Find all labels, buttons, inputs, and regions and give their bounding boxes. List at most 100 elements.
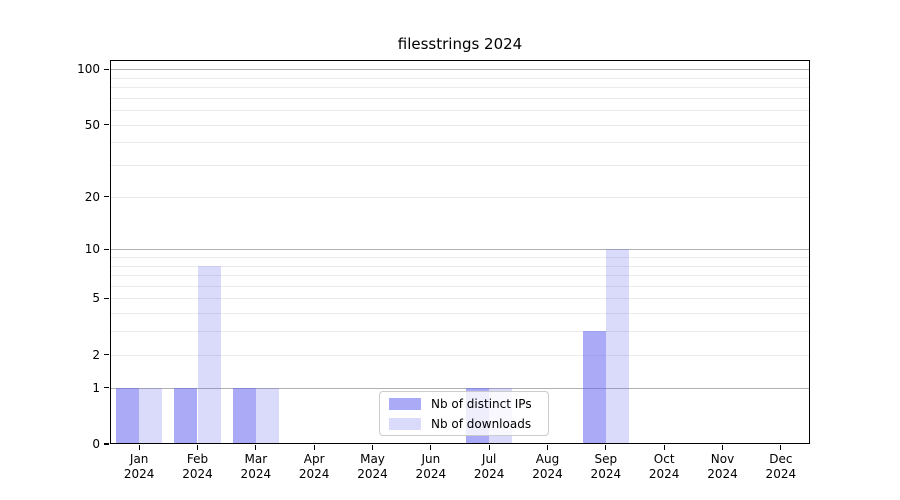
legend-label-downloads: Nb of downloads [431,416,532,431]
bar-downloads [255,387,280,444]
x-tick-month: Nov [710,452,735,466]
x-tick-year: 2024 [357,467,388,481]
x-tick-mark [546,445,549,450]
y-tick-label: 5 [92,291,100,306]
x-tick-mark [605,445,607,450]
x-tick-month: Aug [535,452,560,466]
legend-swatch-distinct-ips [389,397,421,410]
bar-distinct-ips [582,331,606,444]
y-gridline-minor [110,196,810,198]
y-gridline-minor [110,331,810,333]
legend: Nb of distinct IPs Nb of downloads [379,391,549,436]
x-tick-label: Jun 2024 [416,452,447,482]
x-tick-label: Feb 2024 [182,452,213,482]
y-tick-label: 100 [77,62,100,77]
x-tick-year: 2024 [707,467,738,481]
y-gridline-minor [110,124,810,126]
x-tick-month: Mar [244,452,268,466]
x-tick-mark [138,445,140,450]
y-tick-label: 1 [92,380,100,395]
y-gridline-minor [110,298,810,300]
x-tick-mark [371,445,374,450]
y-gridline-minor [110,256,810,258]
y-gridline-minor [110,87,810,89]
x-tick-mark [663,445,665,450]
y-tick-label: 20 [84,189,100,204]
y-tick-label: 2 [92,347,100,362]
x-tick-mark [196,445,199,450]
x-tick-label: Sep 2024 [591,452,622,482]
y-gridline-minor [110,142,810,144]
x-tick-year: 2024 [182,467,213,481]
y-gridline-minor [110,165,810,167]
x-tick-label: May 2024 [357,452,388,482]
y-gridline-minor [110,110,810,112]
x-tick-label: Dec 2024 [766,452,797,482]
y-tick-mark [104,354,109,356]
x-tick-year: 2024 [765,467,797,481]
legend-entry-distinct-ips: Nb of distinct IPs [380,397,548,411]
x-tick-year: 2024 [473,467,505,481]
x-tick-mark [721,445,724,450]
y-tick-mark [104,196,109,198]
x-tick-month: Jul [481,452,497,466]
x-tick-mark [430,445,432,450]
x-tick-label: Jul 2024 [474,452,505,482]
x-tick-mark [488,445,490,450]
y-tick-mark [104,297,109,300]
chart-title: filesstrings 2024 [397,35,523,53]
bar-distinct-ips [115,387,140,444]
bar-distinct-ips [174,387,198,444]
legend-entry-downloads: Nb of downloads [380,416,548,431]
x-tick-month: Dec [769,452,793,466]
y-tick-label: 50 [84,117,100,132]
bar-distinct-ips [232,387,256,444]
x-tick-month: Sep [594,452,618,466]
x-tick-month: Jan [129,452,149,466]
y-gridline-major [110,249,810,251]
y-tick-label: 0 [92,437,100,451]
x-tick-label: Jan 2024 [124,452,155,482]
x-tick-mark [313,445,315,450]
x-tick-year: 2024 [590,467,622,481]
x-tick-year: 2024 [298,467,330,481]
y-tick-mark [104,68,109,70]
y-gridline-minor [110,285,810,287]
y-gridline-major [110,387,810,389]
x-tick-month: Apr [303,452,325,466]
x-tick-label: Apr 2024 [299,452,330,482]
x-tick-mark [780,445,782,450]
bar-downloads [605,249,630,444]
y-gridline-minor [110,97,810,99]
y-gridline-major [110,69,810,71]
x-tick-year: 2024 [123,467,155,481]
x-tick-mark [255,445,257,450]
x-tick-year: 2024 [648,467,680,481]
bar-downloads [139,387,163,444]
y-gridline-minor [110,265,810,267]
bar-downloads [197,265,221,444]
x-tick-month: Oct [653,452,675,466]
x-tick-label: Mar 2024 [241,452,272,482]
x-tick-month: May [360,452,385,466]
y-gridline-minor [110,313,810,315]
y-tick-mark [104,248,109,250]
x-tick-month: Feb [186,452,209,466]
x-tick-label: Aug 2024 [532,452,563,482]
y-gridline-minor [110,354,810,356]
y-tick-mark [104,124,109,126]
y-gridline-minor [110,77,810,79]
x-tick-year: 2024 [240,467,272,481]
x-tick-label: Oct 2024 [649,452,680,482]
x-tick-year: 2024 [532,467,563,481]
y-tick-mark [104,443,109,445]
legend-swatch-downloads [389,417,421,430]
y-tick-mark [104,387,109,389]
x-tick-month: Jun [421,452,441,466]
y-gridline-minor [110,275,810,277]
x-tick-year: 2024 [415,467,447,481]
x-tick-label: Nov 2024 [707,452,738,482]
plot-area [110,60,810,444]
y-tick-label: 10 [84,242,100,257]
